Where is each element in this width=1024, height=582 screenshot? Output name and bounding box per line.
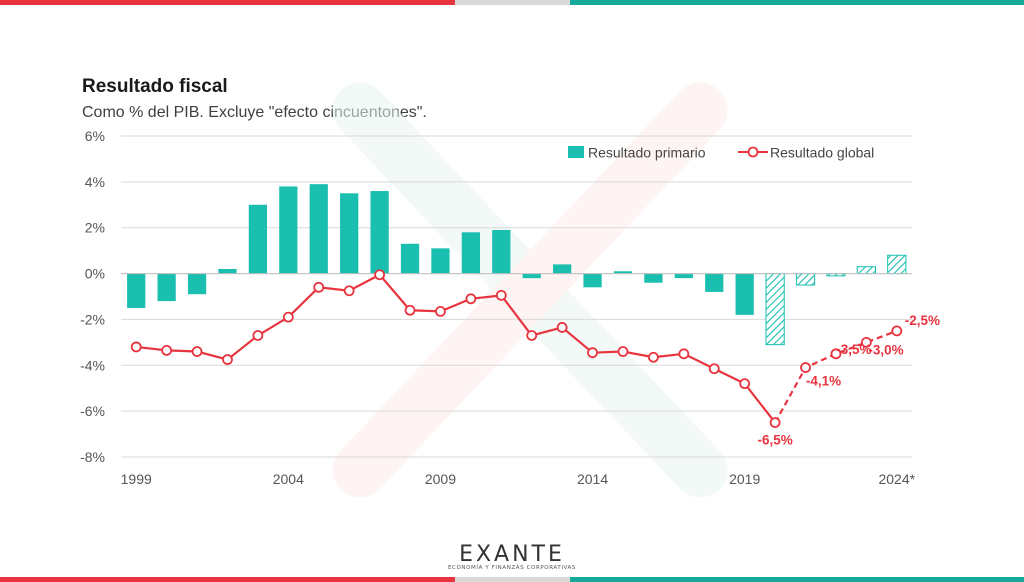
legend-bar-swatch — [568, 146, 584, 158]
y-tick-label: 0% — [85, 266, 105, 282]
y-tick-label: 4% — [85, 174, 105, 190]
logo-tagline: ECONOMÍA Y FINANZAS CORPORATIVAS — [447, 565, 577, 571]
x-tick-label: 2014 — [577, 471, 608, 487]
legend-label-primario: Resultado primario — [588, 145, 706, 161]
bar — [583, 273, 602, 288]
chart-title: Resultado fiscal — [82, 76, 228, 97]
line-point — [526, 330, 538, 341]
bar — [461, 232, 480, 274]
line-point — [435, 306, 446, 317]
bar — [340, 193, 359, 274]
bar — [309, 184, 328, 274]
data-label: -2,5% — [905, 313, 940, 328]
bar — [157, 273, 176, 302]
line-point — [617, 346, 629, 357]
bar — [218, 268, 237, 274]
bar — [248, 204, 268, 274]
bar — [400, 243, 420, 274]
line-point — [769, 417, 781, 429]
line-point — [800, 362, 811, 373]
line-point — [374, 269, 385, 281]
bar — [431, 248, 450, 274]
line-point — [404, 304, 416, 316]
top-accent-bar — [0, 0, 1024, 5]
y-tick-label: -2% — [80, 311, 105, 327]
y-tick-label: -8% — [80, 449, 105, 465]
y-tick-label: 6% — [85, 128, 105, 144]
line-point — [678, 348, 690, 360]
line-point — [587, 347, 598, 359]
bar — [674, 273, 693, 279]
x-tick-label: 2009 — [425, 471, 456, 487]
bar — [856, 266, 876, 275]
data-label: -6,5% — [757, 433, 792, 448]
data-label: -3,5% — [836, 342, 871, 357]
data-label: -4,1% — [806, 374, 841, 389]
x-tick-label: 2004 — [273, 471, 304, 487]
logo-name: EXANTE — [459, 542, 565, 567]
line-point — [860, 336, 872, 348]
bar — [187, 273, 207, 295]
line-point — [891, 325, 903, 337]
watermark — [332, 82, 728, 498]
y-tick-label: 2% — [85, 220, 105, 236]
x-tick-label: 2024* — [878, 471, 915, 487]
line-point — [495, 289, 507, 301]
line-point — [282, 311, 294, 323]
line-point — [313, 281, 325, 293]
legend-marker — [747, 146, 759, 158]
bar — [795, 273, 816, 286]
bar — [735, 273, 754, 315]
bar — [765, 273, 785, 346]
y-tick-label: -4% — [80, 357, 105, 373]
line-point — [648, 351, 659, 363]
bottom-accent-bar — [0, 577, 1024, 582]
bar — [644, 273, 663, 283]
line-point — [708, 363, 720, 375]
line-point — [465, 293, 477, 305]
line-point — [191, 346, 203, 357]
bar — [887, 254, 907, 275]
legend-label-global: Resultado global — [770, 145, 874, 161]
line-point — [130, 341, 142, 353]
line-point — [739, 378, 751, 390]
line-point — [161, 344, 173, 356]
line-point — [556, 322, 568, 333]
line-point — [222, 354, 233, 365]
bar — [370, 191, 389, 274]
bar — [553, 264, 572, 274]
x-tick-label: 1999 — [121, 471, 152, 487]
data-label: -3,0% — [868, 342, 903, 357]
line-point — [343, 285, 355, 297]
bar — [705, 273, 724, 292]
y-tick-label: -6% — [80, 403, 105, 419]
bar — [492, 230, 511, 274]
line-series-dashed — [774, 329, 898, 424]
bar — [613, 271, 633, 274]
line-point — [252, 330, 264, 341]
line-point — [830, 348, 842, 360]
x-tick-label: 2019 — [729, 471, 760, 487]
bar — [127, 273, 146, 308]
legend: Resultado primario Resultado global — [568, 145, 874, 161]
line-series-solid — [136, 273, 776, 424]
bar — [522, 273, 541, 279]
bar — [279, 186, 298, 274]
exante-logo: EXANTE ECONOMÍA Y FINANZAS CORPORATIVAS — [0, 542, 1024, 571]
